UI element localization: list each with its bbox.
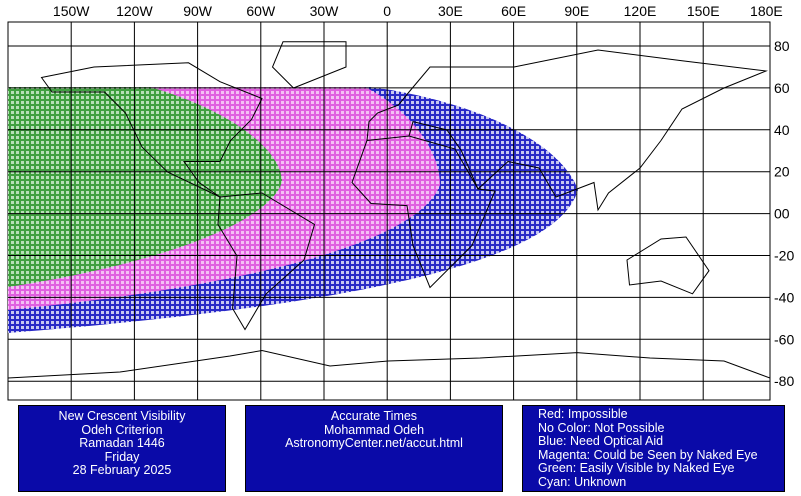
longitude-label: 150E [687,3,720,19]
zone-green [8,87,282,287]
box-line: 28 February 2025 [72,463,172,477]
longitude-label: 90E [564,3,589,19]
eurasia [366,49,768,212]
latitude-label: -20 [774,248,794,264]
longitude-label: 120E [624,3,657,19]
box-line: Ramadan 1446 [79,436,165,450]
longitude-label: 30E [438,3,463,19]
box-line: Blue: Need Optical Aid [538,434,664,448]
antarctica [8,349,770,379]
longitude-label: 120W [116,3,153,19]
box-line: Cyan: Unknown [538,474,627,489]
latitude-label: 40 [774,122,790,138]
visibility-zones [8,87,578,333]
longitude-label: 60W [246,3,276,19]
box-line: Green: Easily Visible by Naked Eye [538,461,735,475]
latitude-label: 80 [774,38,790,54]
legend-box: Red: Impossible No Color: Not Possible Blu… [522,405,785,492]
longitude-label: 150W [53,3,90,19]
coastlines [8,41,770,379]
box-line: AstronomyCenter.net/accut.html [285,436,463,450]
box-line: Mohammad Odeh [323,422,425,437]
latitude-label: -60 [774,331,794,347]
latitude-label: 60 [774,80,790,96]
latitude-label: -80 [774,373,794,389]
graticule [8,22,770,400]
africa [351,135,496,289]
latitude-label: -40 [774,289,794,305]
longitude-label: 180E [750,3,783,19]
australia [626,236,710,295]
box-line: New Crescent Visibility [58,409,186,423]
longitude-label: 0 [383,3,391,19]
box-line: No Color: Not Possible [538,420,665,435]
box-line: Red: Impossible [538,407,628,421]
longitude-label: 30W [310,3,340,19]
info-box-middle: Accurate Times Mohammad Odeh AstronomyCent… [245,405,503,492]
box-line: Friday [104,449,140,464]
latitude-label: 20 [774,164,790,180]
info-box-left: New Crescent Visibility Odeh Criterion Ram… [18,405,226,492]
latitude-label: 00 [774,206,790,222]
longitude-label: 60E [501,3,526,19]
box-line: Magenta: Could be Seen by Naked Eye [538,447,758,462]
longitude-label: 90W [183,3,213,19]
south-america [217,192,316,331]
box-line: Odeh Criterion [81,422,163,437]
world-map: 150W 120W 90W 60W 30W 0 30E 60E 90E 120E 150E 180E 8… [7,3,794,401]
greenland [271,41,347,89]
box-line: Accurate Times [330,409,418,423]
north-america [40,62,263,198]
